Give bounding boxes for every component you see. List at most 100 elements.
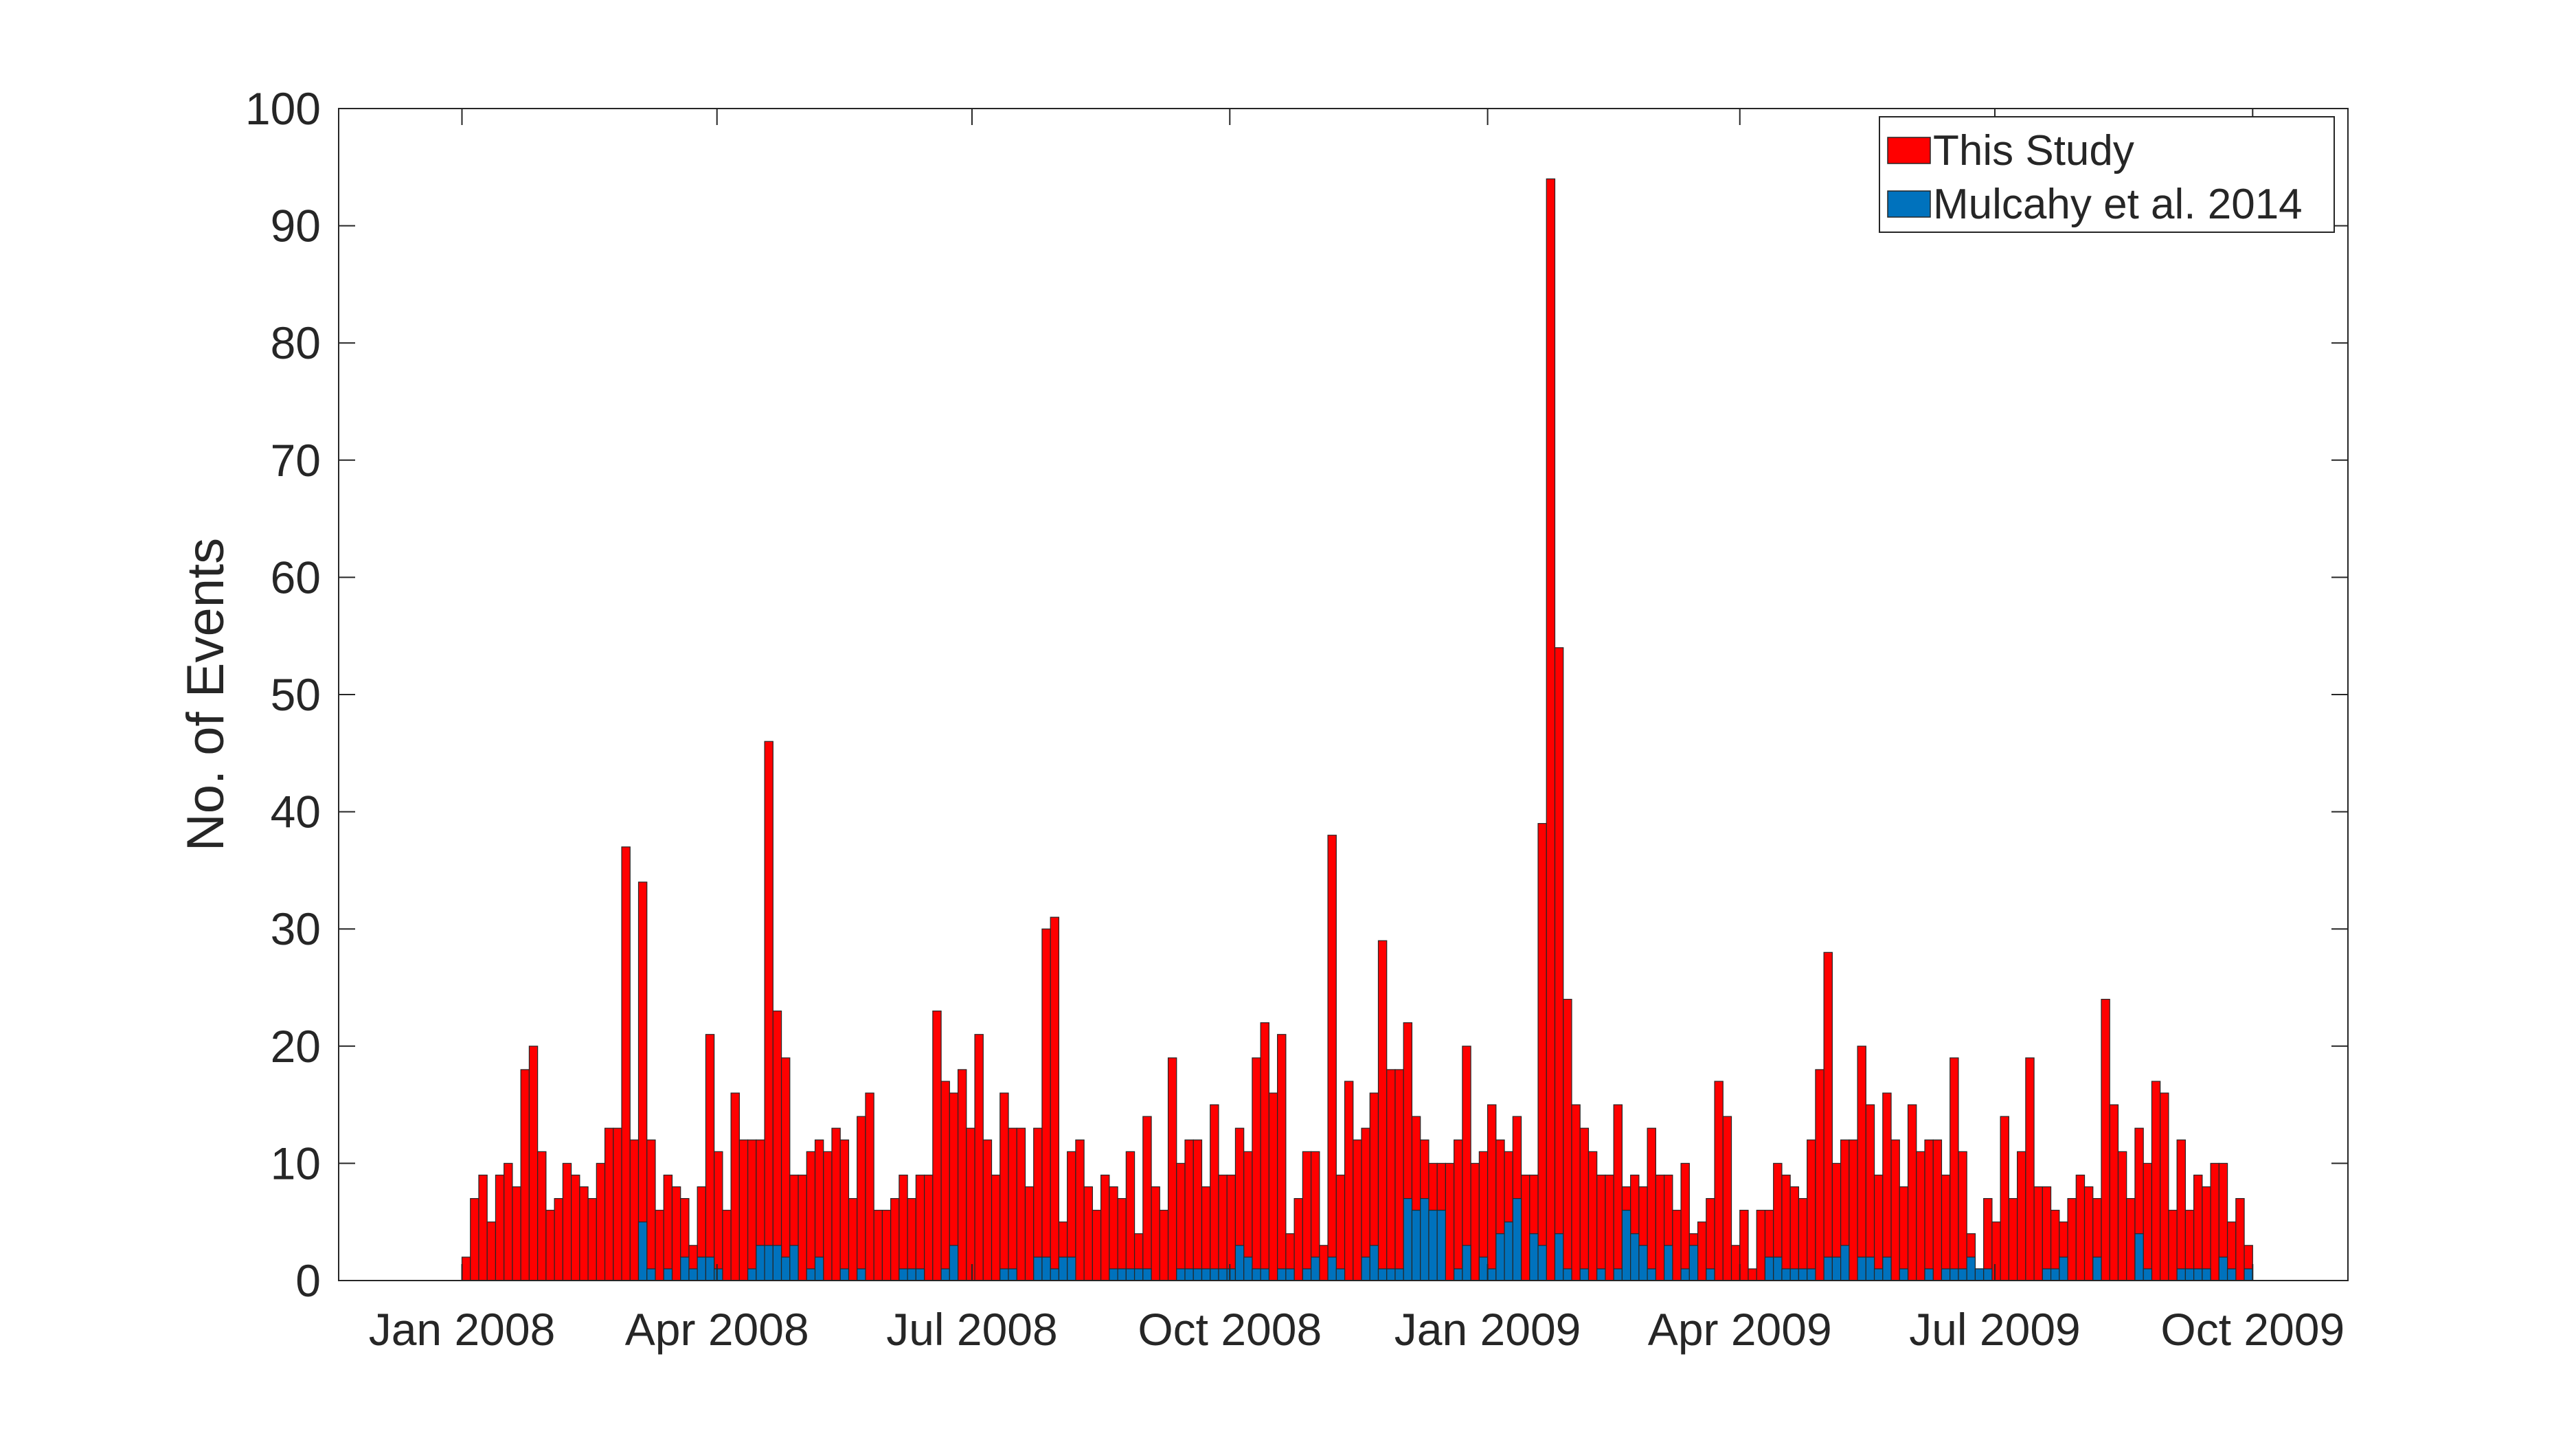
bar-this-study	[1916, 1151, 1925, 1281]
bar-this-study	[1647, 1127, 1656, 1281]
bar-this-study	[2083, 1186, 2094, 1281]
bar-this-study	[1756, 1210, 1766, 1281]
bar-this-study	[764, 741, 773, 1281]
bar-this-study	[1092, 1210, 1102, 1281]
bar-this-study	[1537, 823, 1547, 1281]
bar-this-study	[1159, 1210, 1169, 1281]
bar-mulcahy	[1327, 1257, 1337, 1281]
bar-this-study	[1024, 1186, 1035, 1281]
bar-mulcahy	[764, 1245, 773, 1281]
bar-this-study	[1781, 1174, 1791, 1281]
bar-mulcahy	[1857, 1257, 1866, 1281]
bar-this-study	[1722, 1116, 1732, 1281]
bar-this-study	[1596, 1174, 1606, 1281]
bar-this-study	[579, 1186, 589, 1281]
bar-this-study	[1714, 1081, 1724, 1281]
bar-this-study	[663, 1174, 673, 1281]
bar-mulcahy	[949, 1245, 959, 1281]
bar-mulcahy	[646, 1268, 656, 1281]
bar-this-study	[504, 1162, 513, 1281]
bar-this-study	[1899, 1186, 1909, 1281]
bar-mulcahy	[1621, 1210, 1631, 1281]
bar-mulcahy	[1840, 1245, 1850, 1281]
bar-mulcahy	[1184, 1268, 1194, 1281]
bar-mulcahy	[1125, 1268, 1136, 1281]
bar-mulcahy	[705, 1257, 715, 1281]
bar-mulcahy	[1495, 1233, 1505, 1281]
bar-this-study	[1016, 1127, 1026, 1281]
bar-mulcahy	[806, 1268, 816, 1281]
bar-this-study	[1100, 1174, 1110, 1281]
legend: This Study Mulcahy et al. 2014	[1879, 116, 2335, 233]
bar-mulcahy	[1865, 1257, 1875, 1281]
bar-mulcahy	[1302, 1268, 1312, 1281]
bar-this-study	[1117, 1197, 1127, 1281]
bar-mulcahy	[1285, 1268, 1295, 1281]
bar-this-study	[991, 1174, 1001, 1281]
bar-this-study	[714, 1151, 723, 1281]
bar-this-study	[1571, 1104, 1581, 1281]
bar-this-study	[2025, 1057, 2035, 1281]
bar-mulcahy	[1218, 1268, 1228, 1281]
bar-this-study	[1849, 1139, 1858, 1281]
bar-this-study	[1218, 1174, 1228, 1281]
bar-mulcahy	[1403, 1197, 1413, 1281]
bar-this-study	[1807, 1139, 1816, 1281]
bar-mulcahy	[756, 1245, 765, 1281]
bar-mulcahy	[1252, 1268, 1261, 1281]
x-tick-label: Oct 2009	[2160, 1304, 2345, 1355]
bar-mulcahy	[1436, 1210, 1446, 1281]
bar-mulcahy	[1411, 1210, 1421, 1281]
bar-mulcahy	[772, 1245, 782, 1281]
bar-mulcahy	[907, 1268, 916, 1281]
bar-mulcahy	[1361, 1257, 1370, 1281]
bar-this-study	[2067, 1197, 2077, 1281]
bar-mulcahy	[1966, 1257, 1976, 1281]
bar-mulcahy	[839, 1268, 850, 1281]
y-tick-label: 50	[271, 669, 321, 720]
bar-mulcahy	[1058, 1257, 1068, 1281]
bar-mulcahy	[1579, 1268, 1590, 1281]
bar-this-study	[1950, 1057, 1959, 1281]
bar-this-study	[2235, 1197, 2245, 1281]
bar-mulcahy	[697, 1257, 707, 1281]
bar-mulcahy	[1764, 1257, 1774, 1281]
bar-mulcahy	[1664, 1245, 1673, 1281]
bar-this-study	[1176, 1162, 1186, 1281]
bar-mulcahy	[1706, 1268, 1715, 1281]
bar-mulcahy	[1899, 1268, 1909, 1281]
bar-this-study	[596, 1162, 606, 1281]
bar-this-study	[780, 1057, 791, 1281]
bar-this-study	[1487, 1104, 1497, 1281]
bar-mulcahy	[1193, 1268, 1203, 1281]
bar-this-study	[1293, 1197, 1303, 1281]
bar-this-study	[1680, 1162, 1690, 1281]
bar-this-study	[1932, 1139, 1943, 1281]
legend-label-this-study: This Study	[1933, 127, 2134, 174]
bar-this-study	[1991, 1221, 2001, 1281]
bar-this-study	[613, 1127, 622, 1281]
bar-mulcahy	[999, 1268, 1009, 1281]
bar-this-study	[2109, 1104, 2119, 1281]
bar-this-study	[495, 1174, 505, 1281]
bar-this-study	[655, 1210, 664, 1281]
bar-this-study	[1941, 1174, 1951, 1281]
bar-mulcahy	[714, 1268, 723, 1281]
bar-mulcahy	[1537, 1245, 1547, 1281]
bar-mulcahy	[940, 1268, 950, 1281]
bar-mulcahy	[1201, 1268, 1211, 1281]
bar-this-study	[554, 1197, 563, 1281]
bar-this-study	[2168, 1210, 2178, 1281]
bar-this-study	[1882, 1092, 1892, 1281]
bar-mulcahy	[2244, 1268, 2253, 1281]
bar-this-study	[798, 1174, 807, 1281]
x-tick-label: Jul 2009	[1909, 1304, 2081, 1355]
bar-this-study	[1335, 1174, 1346, 1281]
bar-mulcahy	[1983, 1268, 1993, 1281]
bar-this-study	[1706, 1197, 1715, 1281]
bar-mulcahy	[789, 1245, 799, 1281]
bar-this-study	[2160, 1092, 2169, 1281]
bar-mulcahy	[1807, 1268, 1816, 1281]
bar-this-study	[730, 1092, 740, 1281]
bar-this-study	[1445, 1162, 1455, 1281]
